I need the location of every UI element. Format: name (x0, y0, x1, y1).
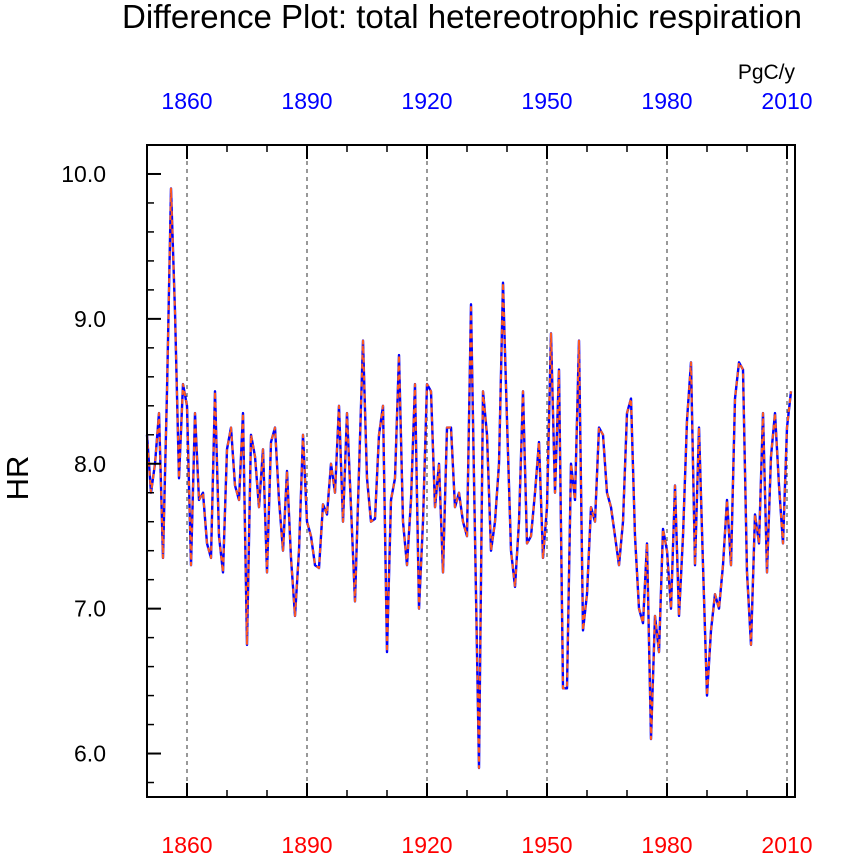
tick-labels: 1860 1860 1890 1890 1920 1920 1950 1950 1980 1980… (61, 88, 812, 857)
x-tick-label-top-1950: 1950 (521, 88, 572, 114)
y-axis-label: HR (0, 456, 35, 501)
x-tick-label-bottom-1860: 1860 (161, 832, 212, 857)
y-tick-label-10: 10.0 (61, 161, 106, 187)
y-tick-label-6: 6.0 (74, 741, 106, 767)
x-tick-label-top-2010: 2010 (761, 88, 812, 114)
x-tick-label-top-1920: 1920 (401, 88, 452, 114)
y-tick-label-8: 8.0 (74, 451, 106, 477)
x-tick-label-bottom-1980: 1980 (641, 832, 692, 857)
x-tick-label-bottom-2010: 2010 (761, 832, 812, 857)
chart-title: Difference Plot: total hetereotrophic re… (122, 0, 802, 35)
series-line-1 (145, 187, 793, 770)
x-tick-label-top-1890: 1890 (281, 88, 332, 114)
plot-frame (146, 144, 796, 798)
y-tick-label-9: 9.0 (74, 306, 106, 332)
units-label: PgC/y (738, 61, 796, 84)
x-tick-label-bottom-1890: 1890 (281, 832, 332, 857)
x-tick-label-bottom-1920: 1920 (401, 832, 452, 857)
axis-ticks (146, 144, 788, 797)
x-tick-label-bottom-1950: 1950 (521, 832, 572, 857)
y-tick-label-7: 7.0 (74, 596, 106, 622)
series-layer (145, 187, 793, 770)
x-tick-label-top-1980: 1980 (641, 88, 692, 114)
x-tick-label-top-1860: 1860 (161, 88, 212, 114)
